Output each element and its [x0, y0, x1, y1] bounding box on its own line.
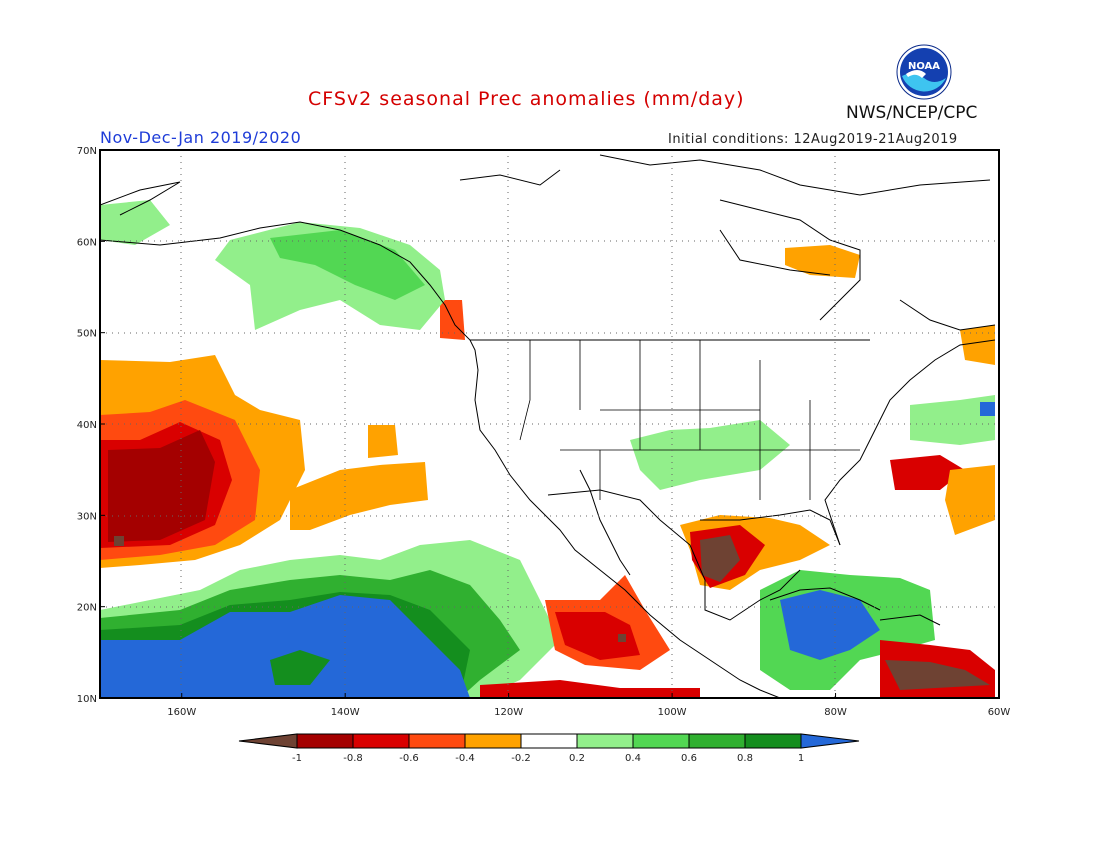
lat-label: 30N	[77, 511, 97, 522]
legend-label: -0.6	[399, 753, 419, 764]
legend-label: -0.2	[511, 753, 531, 764]
legend-label: 0.4	[625, 753, 641, 764]
gridlines	[100, 150, 999, 698]
legend-label: 0.6	[681, 753, 697, 764]
lat-label: 10N	[77, 694, 97, 705]
agency-label: NWS/NCEP/CPC	[846, 103, 978, 123]
legend-swatch	[464, 733, 522, 749]
initial-conditions-label: Initial conditions: 12Aug2019-21Aug2019	[668, 132, 958, 147]
lat-label: 20N	[77, 603, 97, 614]
lat-label: 50N	[77, 329, 97, 340]
legend-swatch	[688, 733, 746, 749]
legend-swatch	[632, 733, 690, 749]
legend-label: 0.2	[569, 753, 585, 764]
legend-swatch	[800, 733, 860, 749]
lat-label: 40N	[77, 420, 97, 431]
map-title: CFSv2 seasonal Prec anomalies (mm/day)	[308, 88, 745, 110]
legend-swatch	[408, 733, 466, 749]
coastlines	[100, 154, 996, 698]
lon-label: 100W	[658, 707, 687, 718]
legend-swatch	[744, 733, 802, 749]
legend-label: 0.8	[737, 753, 753, 764]
legend-swatch	[352, 733, 410, 749]
lon-label: 80W	[824, 707, 847, 718]
legend-swatch	[576, 733, 634, 749]
legend-label: -1	[292, 753, 302, 764]
latitude-labels: 70N 60N 50N 40N 30N 20N 10N	[77, 146, 105, 705]
longitude-labels: 160W 140W 120W 100W 80W 60W	[167, 693, 1010, 718]
season-label: Nov-Dec-Jan 2019/2020	[100, 128, 302, 147]
legend-swatch	[520, 733, 578, 749]
lon-label: 120W	[494, 707, 523, 718]
lat-label: 70N	[77, 146, 97, 157]
legend-swatch	[296, 733, 354, 749]
lon-label: 60W	[988, 707, 1011, 718]
legend-label: -0.4	[455, 753, 475, 764]
lon-label: 160W	[167, 707, 196, 718]
noaa-logo: NOAA	[896, 44, 952, 100]
legend-label: -0.8	[343, 753, 363, 764]
svg-text:NOAA: NOAA	[908, 61, 940, 72]
state-borders	[519, 340, 860, 500]
anomaly-shading	[100, 200, 995, 698]
color-legend: -1 -0.8 -0.6 -0.4 -0.2 0.2 0.4 0.6 0.8 1	[238, 733, 860, 764]
legend-swatch	[238, 733, 298, 749]
lat-label: 60N	[77, 237, 97, 248]
legend-label: 1	[798, 753, 804, 764]
lon-label: 140W	[331, 707, 360, 718]
